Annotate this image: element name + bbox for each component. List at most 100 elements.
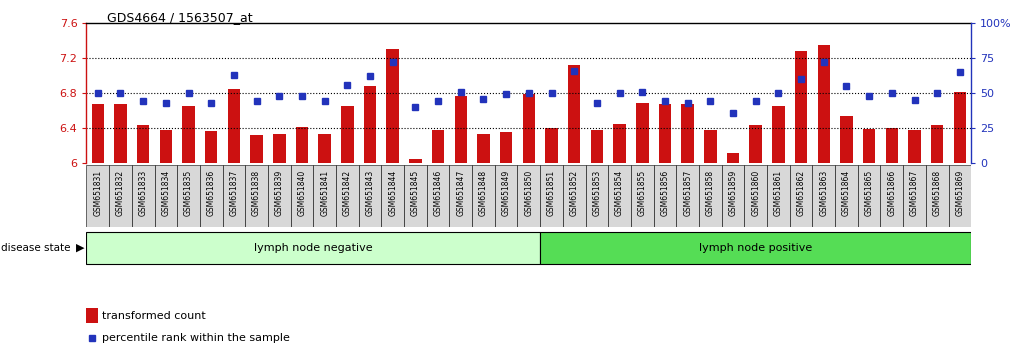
Bar: [495, 165, 518, 227]
Bar: [518, 165, 540, 227]
Bar: [318, 134, 331, 163]
Text: GSM651832: GSM651832: [116, 170, 125, 216]
Bar: [313, 165, 336, 227]
Bar: [523, 94, 535, 163]
Text: GSM651853: GSM651853: [592, 170, 601, 216]
Bar: [109, 165, 132, 227]
Bar: [591, 130, 603, 163]
Bar: [132, 165, 155, 227]
Text: GSM651842: GSM651842: [343, 170, 352, 216]
Bar: [267, 165, 291, 227]
Text: GSM651839: GSM651839: [275, 170, 284, 216]
Bar: [137, 125, 149, 163]
Text: GSM651863: GSM651863: [820, 170, 828, 216]
Text: GSM651868: GSM651868: [933, 170, 942, 216]
Text: lymph node positive: lymph node positive: [699, 243, 813, 253]
Text: GSM651844: GSM651844: [388, 170, 398, 216]
Text: GSM651849: GSM651849: [501, 170, 511, 216]
Bar: [881, 165, 903, 227]
Text: GSM651856: GSM651856: [660, 170, 669, 216]
Bar: [273, 134, 286, 163]
Bar: [404, 165, 427, 227]
Bar: [455, 96, 467, 163]
Text: GSM651860: GSM651860: [752, 170, 761, 216]
Bar: [364, 86, 376, 163]
Bar: [500, 132, 513, 163]
Bar: [567, 65, 581, 163]
Text: GSM651840: GSM651840: [297, 170, 306, 216]
Text: GSM651841: GSM651841: [320, 170, 330, 216]
Text: transformed count: transformed count: [102, 311, 205, 321]
Bar: [540, 165, 562, 227]
Bar: [813, 165, 835, 227]
Bar: [381, 165, 404, 227]
Bar: [727, 153, 739, 163]
Bar: [818, 45, 830, 163]
Bar: [86, 165, 109, 227]
Bar: [767, 165, 790, 227]
Bar: [790, 165, 813, 227]
Bar: [472, 165, 495, 227]
Text: GSM651855: GSM651855: [638, 170, 647, 216]
Bar: [291, 165, 313, 227]
Bar: [336, 165, 359, 227]
Text: GSM651836: GSM651836: [206, 170, 216, 216]
Bar: [744, 165, 767, 227]
Bar: [545, 128, 557, 163]
Text: GSM651865: GSM651865: [864, 170, 874, 216]
Bar: [228, 90, 240, 163]
Bar: [155, 165, 177, 227]
Bar: [862, 129, 876, 163]
Bar: [205, 131, 218, 163]
Bar: [631, 165, 654, 227]
Text: GSM651861: GSM651861: [774, 170, 783, 216]
Bar: [250, 135, 262, 163]
Text: GDS4664 / 1563507_at: GDS4664 / 1563507_at: [107, 11, 252, 24]
Bar: [857, 165, 881, 227]
Bar: [722, 165, 744, 227]
Text: disease state: disease state: [1, 243, 70, 253]
Bar: [931, 125, 944, 163]
Bar: [386, 49, 399, 163]
Text: GSM651867: GSM651867: [910, 170, 919, 216]
Text: GSM651835: GSM651835: [184, 170, 193, 216]
Text: ▶: ▶: [76, 243, 84, 253]
Text: GSM651850: GSM651850: [525, 170, 533, 216]
Text: GSM651833: GSM651833: [138, 170, 147, 216]
Text: GSM651852: GSM651852: [570, 170, 579, 216]
Bar: [359, 165, 381, 227]
Bar: [245, 165, 267, 227]
Bar: [450, 165, 472, 227]
Bar: [432, 130, 444, 163]
Text: percentile rank within the sample: percentile rank within the sample: [102, 333, 290, 343]
Bar: [704, 130, 717, 163]
Bar: [586, 165, 608, 227]
Bar: [608, 165, 631, 227]
Text: GSM651854: GSM651854: [615, 170, 624, 216]
Bar: [114, 104, 127, 163]
Bar: [177, 165, 200, 227]
Bar: [409, 159, 422, 163]
Text: GSM651845: GSM651845: [411, 170, 420, 216]
Bar: [840, 116, 852, 163]
Text: GSM651847: GSM651847: [457, 170, 466, 216]
Text: GSM651859: GSM651859: [728, 170, 737, 216]
Text: GSM651857: GSM651857: [683, 170, 693, 216]
Text: GSM651837: GSM651837: [230, 170, 238, 216]
Text: lymph node negative: lymph node negative: [254, 243, 372, 253]
Bar: [562, 165, 586, 227]
Bar: [182, 106, 195, 163]
Bar: [86, 232, 540, 264]
Bar: [835, 165, 857, 227]
Bar: [908, 130, 920, 163]
Bar: [92, 104, 104, 163]
Bar: [86, 308, 98, 323]
Text: GSM651846: GSM651846: [433, 170, 442, 216]
Bar: [341, 106, 354, 163]
Bar: [477, 134, 490, 163]
Bar: [613, 124, 625, 163]
Bar: [949, 165, 971, 227]
Text: GSM651834: GSM651834: [162, 170, 171, 216]
Text: GSM651831: GSM651831: [94, 170, 103, 216]
Bar: [636, 103, 649, 163]
